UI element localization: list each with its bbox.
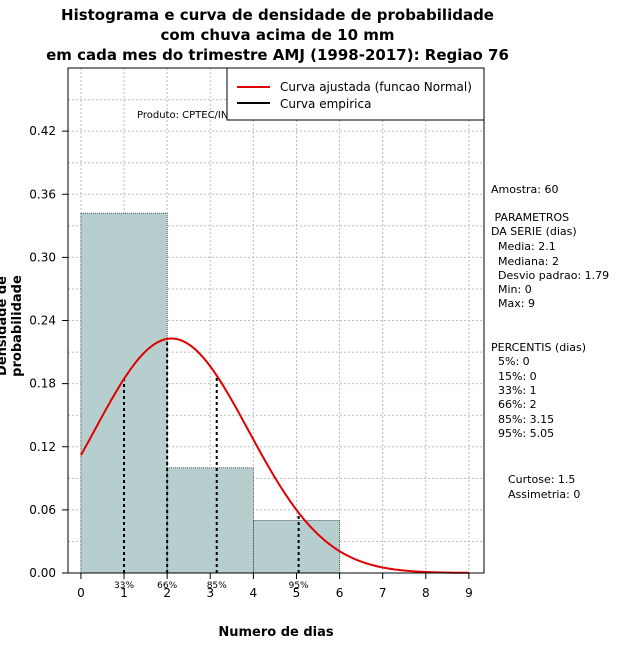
percentile-95: 95%: 5.05	[498, 427, 555, 440]
params-subtitle: DA SERIE (dias)	[491, 225, 577, 238]
chart-title-line-1: Histograma e curva de densidade de proba…	[61, 6, 494, 24]
params-title: PARAMETROS	[491, 211, 570, 224]
percentiles-title: PERCENTIS (dias)	[491, 341, 587, 354]
y-tick-label-0: 0.00	[29, 566, 56, 580]
stat-median: Mediana: 2	[498, 255, 559, 268]
percentile-5: 5%: 0	[498, 355, 530, 368]
y-axis: 0.00 0.06 0.12 0.18 0.24 0.30 0.36 0.42	[29, 124, 68, 580]
x-tick-label-9: 9	[465, 586, 473, 600]
x-tick-label-1: 1	[120, 586, 128, 600]
histogram-bar-0	[80, 212, 168, 574]
percentile-85: 85%: 3.15	[498, 413, 555, 426]
x-tick-label-2: 2	[163, 586, 171, 600]
x-axis-label: Numero de dias	[218, 625, 334, 640]
fitted-normal-curve	[80, 337, 469, 574]
x-tick-label-6: 6	[336, 586, 344, 600]
stat-stddev: Desvio padrao: 1.79	[498, 269, 610, 282]
percentile-label-66: 66%	[157, 581, 177, 591]
percentile-markers: 33% 66% 85% 95%	[114, 338, 309, 591]
percentile-15: 15%: 0	[498, 370, 537, 383]
y-tick-label-6: 0.36	[29, 187, 56, 201]
percentile-label-95: 95%	[289, 581, 309, 591]
skewness: Assimetria: 0	[508, 488, 581, 501]
percentile-label-33: 33%	[114, 581, 134, 591]
y-tick-label-7: 0.42	[29, 124, 56, 138]
histogram-bar-2	[253, 520, 340, 574]
y-tick-label-2: 0.12	[29, 440, 56, 454]
stat-mean: Media: 2.1	[498, 240, 556, 253]
chart-title-line-3: em cada mes do trimestre AMJ (1998-2017)…	[46, 46, 509, 64]
x-tick-label-0: 0	[77, 586, 85, 600]
kurtosis: Curtose: 1.5	[508, 473, 576, 486]
x-tick-label-4: 4	[250, 586, 258, 600]
histogram-bar-1	[166, 467, 254, 574]
chart-title-line-2: com chuva acima de 10 mm	[160, 26, 395, 44]
legend-box	[226, 67, 485, 121]
x-axis: 0 1 2 3 4 5 6 7 8 9	[77, 573, 473, 600]
percentile-66: 66%: 2	[498, 398, 537, 411]
y-tick-label-4: 0.24	[29, 314, 56, 328]
stat-max: Max: 9	[498, 297, 535, 310]
percentile-label-85: 85%	[207, 581, 227, 591]
credit-text: Produto: CPTEC/INPE	[137, 110, 241, 121]
legend: Curva ajustada (funcao Normal) Curva emp…	[226, 67, 485, 121]
x-tick-label-7: 7	[379, 586, 387, 600]
legend-fitted-label: Curva ajustada (funcao Normal)	[280, 80, 472, 94]
legend-empirical-label: Curva empirica	[280, 97, 371, 111]
y-tick-label-1: 0.06	[29, 503, 56, 517]
percentile-33: 33%: 1	[498, 384, 537, 397]
x-tick-label-3: 3	[206, 586, 214, 600]
y-axis-label: Densidade de probabilidade	[0, 275, 25, 377]
y-tick-label-5: 0.30	[29, 250, 56, 264]
y-tick-label-3: 0.18	[29, 377, 56, 391]
stat-min: Min: 0	[498, 283, 532, 296]
x-tick-label-8: 8	[422, 586, 430, 600]
histogram-bars	[80, 212, 340, 574]
sample-size: Amostra: 60	[491, 183, 559, 196]
x-tick-label-5: 5	[293, 586, 301, 600]
